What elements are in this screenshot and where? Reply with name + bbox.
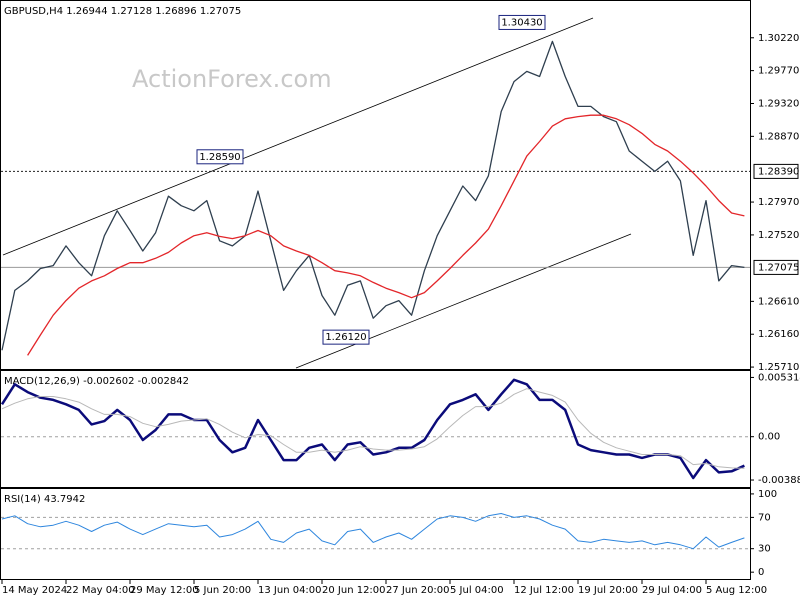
panel-frame — [0, 0, 751, 370]
x-tick-label: 29 Jul 04:00 — [642, 585, 702, 596]
panel-frame — [0, 370, 751, 488]
price-label: 1.28390 — [758, 166, 799, 177]
watermark: ActionForex.com — [132, 65, 332, 93]
y-tick-label: 1.29320 — [758, 98, 799, 109]
y-tick-label: 1.27520 — [758, 230, 799, 241]
annotation-label: 1.28590 — [199, 152, 240, 163]
x-tick-label: 12 Jul 12:00 — [514, 585, 574, 596]
y-tick-label: 1.29770 — [758, 66, 799, 77]
panel-frame — [0, 488, 751, 580]
x-tick-label: 13 Jun 04:00 — [258, 585, 322, 596]
x-tick-label: 20 Jun 12:00 — [322, 585, 386, 596]
x-tick-label: 29 May 12:00 — [130, 585, 199, 596]
price-label: 1.27075 — [758, 262, 799, 273]
y-tick-label: 0.005314 — [758, 372, 800, 383]
annotation-box — [322, 329, 370, 345]
y-tick-label: 30 — [758, 544, 771, 555]
y-tick-label: 100 — [758, 489, 777, 500]
price-label-box — [753, 163, 799, 179]
x-tick-label: 5 Aug 12:00 — [706, 585, 767, 596]
annotation-box — [498, 14, 546, 30]
y-tick-label: 0.00 — [758, 432, 780, 443]
x-tick-label: 27 Jun 20:00 — [386, 585, 450, 596]
channel-lower — [295, 233, 632, 369]
y-tick-label: -0.003885 — [758, 475, 800, 486]
y-tick-label: 1.28870 — [758, 131, 799, 142]
annotation-label: 1.30430 — [501, 17, 542, 28]
y-tick-label: 1.25710 — [758, 362, 799, 373]
annotation-label: 1.26120 — [325, 332, 366, 343]
series-line — [1, 513, 745, 550]
y-tick-label: 1.30220 — [758, 33, 799, 44]
x-tick-label: 14 May 2024 — [2, 585, 67, 596]
x-tick-label: 22 May 04:00 — [66, 585, 135, 596]
x-tick-label: 5 Jul 04:00 — [450, 585, 504, 596]
series-line — [1, 388, 745, 469]
series-line — [1, 40, 745, 351]
x-tick-label: 5 Jun 20:00 — [194, 585, 251, 596]
y-tick-label: 1.27970 — [758, 197, 799, 208]
price-label-box — [753, 259, 799, 275]
panel-title: MACD(12,26,9) -0.002602 -0.002842 — [4, 376, 189, 387]
panel-title: RSI(14) 43.7942 — [4, 494, 85, 505]
y-tick-label: 1.26610 — [758, 296, 799, 307]
x-tick-label: 19 Jul 20:00 — [578, 585, 638, 596]
series-line — [0, 378, 745, 480]
y-tick-label: 70 — [758, 512, 771, 523]
y-tick-label: 0 — [758, 567, 764, 578]
annotation-box — [196, 149, 244, 165]
series-line — [27, 114, 745, 356]
panel-title: GBPUSD,H4 1.26944 1.27128 1.26896 1.2707… — [4, 6, 241, 17]
channel-upper — [2, 17, 594, 256]
y-tick-label: 1.26160 — [758, 329, 799, 340]
